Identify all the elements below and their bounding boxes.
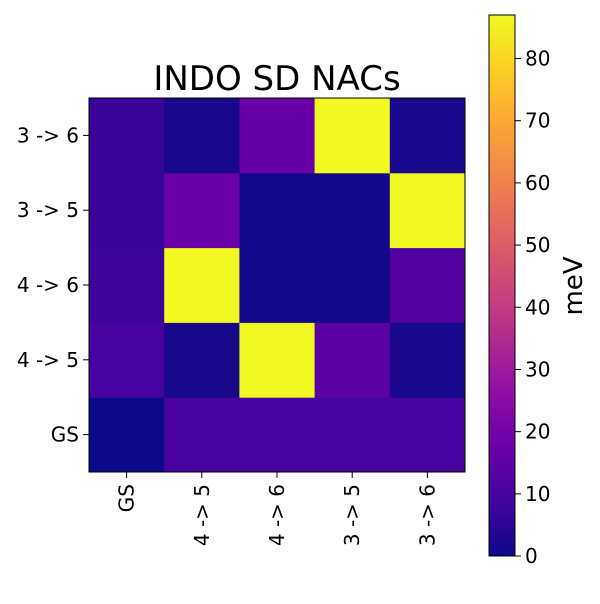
heatmap-cell — [89, 98, 165, 174]
heatmap-cell — [314, 247, 391, 323]
y-tick-label: GS — [51, 423, 79, 447]
y-tick-label: 3 -> 6 — [17, 123, 79, 147]
colorbar — [488, 14, 516, 557]
heatmap-cells — [89, 98, 466, 473]
heatmap-cell — [239, 172, 316, 249]
heatmap-cell — [239, 98, 316, 174]
colorbar-tick-label: 60 — [525, 171, 550, 195]
y-tick-label: 4 -> 5 — [17, 348, 79, 372]
colorbar-tick-label: 0 — [525, 544, 538, 568]
x-tick-label: 3 -> 6 — [415, 484, 439, 546]
heatmap-cell — [164, 172, 240, 249]
heatmap-cell — [89, 247, 165, 323]
x-tick-label: 3 -> 5 — [340, 484, 364, 546]
y-axis: GS 4 -> 5 4 -> 6 3 -> 5 3 -> 6 — [17, 123, 89, 447]
y-tick-label: 3 -> 5 — [17, 198, 79, 222]
colorbar-label: meV — [559, 256, 589, 315]
colorbar-axis: 0 10 20 30 40 50 60 70 80 — [515, 47, 550, 568]
heatmap-cell — [164, 397, 240, 473]
heatmap-cell — [89, 397, 165, 473]
y-tick-label: 4 -> 6 — [17, 273, 79, 297]
x-tick-label: 4 -> 5 — [190, 484, 214, 546]
chart-title: INDO SD NACs — [153, 59, 400, 99]
heatmap-cell — [164, 322, 240, 398]
heatmap-cell — [389, 322, 466, 398]
x-axis: GS 4 -> 5 4 -> 6 3 -> 5 3 -> 6 — [115, 472, 439, 546]
colorbar-tick-label: 40 — [525, 295, 550, 319]
heatmap-cell — [239, 397, 316, 473]
x-tick-label: 4 -> 6 — [265, 484, 289, 546]
heatmap-cell — [239, 247, 316, 323]
colorbar-tick-label: 70 — [525, 109, 550, 133]
colorbar-tick-label: 80 — [525, 47, 550, 71]
heatmap-cell — [389, 247, 466, 323]
heatmap-cell — [389, 172, 466, 249]
heatmap-cell — [314, 322, 391, 398]
colorbar-tick-label: 20 — [525, 420, 550, 444]
colorbar-tick-label: 10 — [525, 482, 550, 506]
heatmap-cell — [314, 172, 391, 249]
heatmap-cell — [239, 322, 316, 398]
colorbar-tick-label: 30 — [525, 357, 550, 381]
heatmap-cell — [164, 247, 240, 323]
heatmap-cell — [389, 98, 466, 174]
heatmap-cell — [314, 397, 391, 473]
colorbar-tick-label: 50 — [525, 233, 550, 257]
heatmap-cell — [164, 98, 240, 174]
heatmap-cell — [89, 172, 165, 249]
heatmap-cell — [314, 98, 391, 174]
heatmap-cell — [389, 397, 466, 473]
x-tick-label: GS — [115, 484, 139, 512]
heatmap-cell — [89, 322, 165, 398]
